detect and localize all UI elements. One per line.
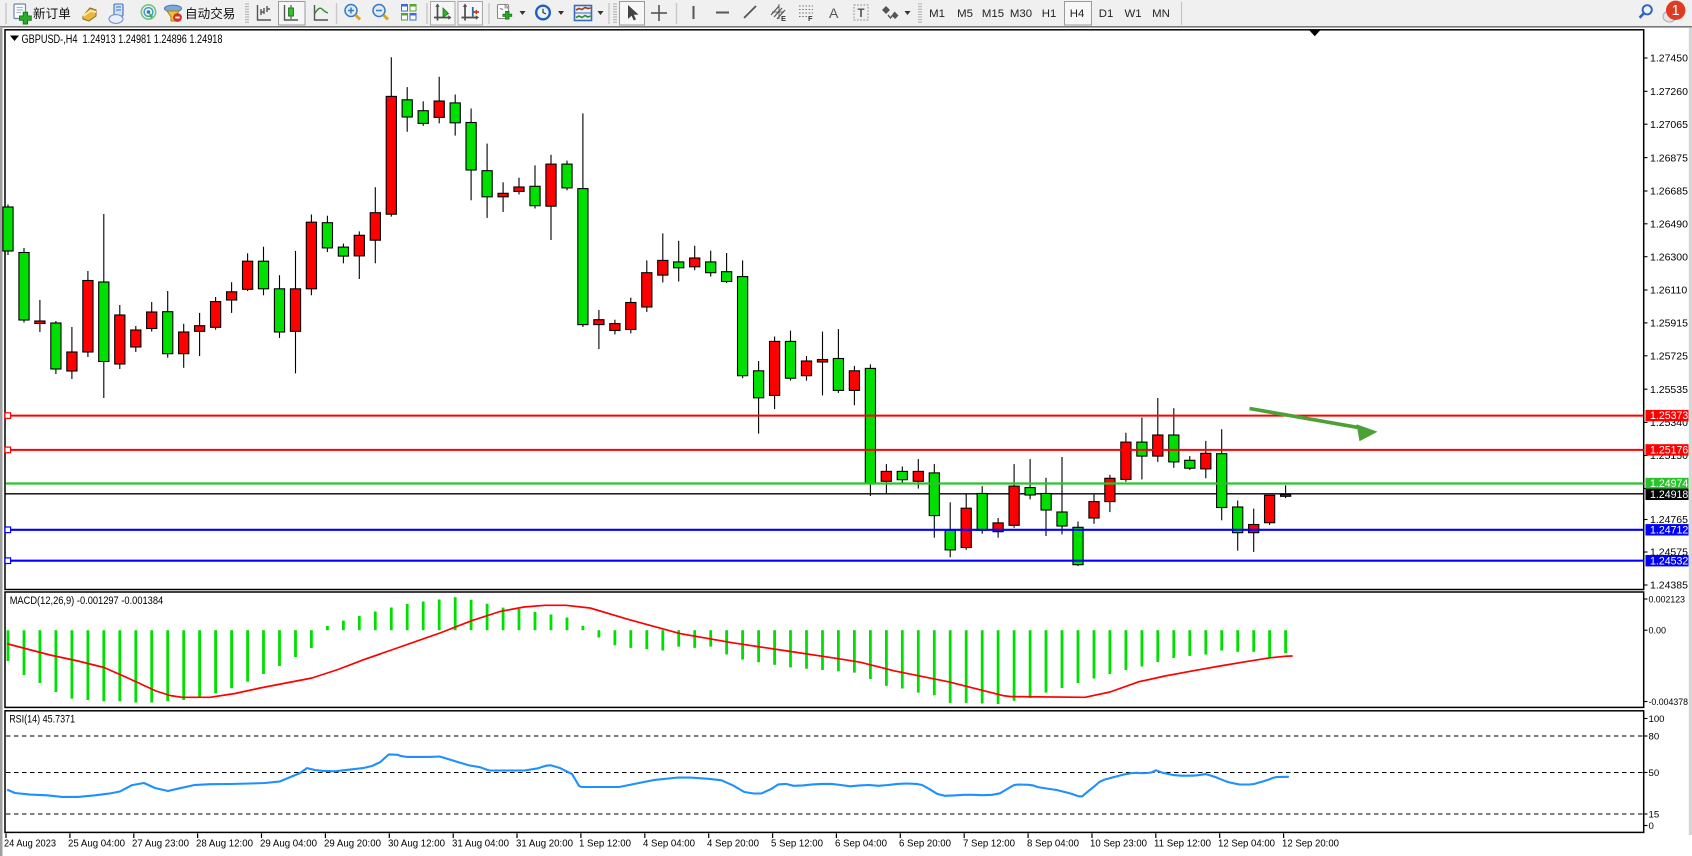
svg-text:6 Sep 20:00: 6 Sep 20:00 (899, 839, 951, 850)
svg-text:31 Aug 04:00: 31 Aug 04:00 (452, 839, 509, 850)
svg-text:1: 1 (1672, 3, 1680, 19)
svg-text:12 Sep 04:00: 12 Sep 04:00 (1218, 839, 1275, 850)
svg-text:1.26110: 1.26110 (1650, 285, 1687, 297)
svg-text:1.24918: 1.24918 (1650, 489, 1688, 501)
svg-text:31 Aug 20:00: 31 Aug 20:00 (516, 839, 573, 850)
svg-text:11 Sep 12:00: 11 Sep 12:00 (1154, 839, 1211, 850)
svg-text:M15: M15 (982, 8, 1004, 20)
svg-text:1.25725: 1.25725 (1650, 351, 1688, 363)
svg-text:1.24974: 1.24974 (1650, 478, 1688, 490)
svg-text:0.002123: 0.002123 (1649, 594, 1686, 605)
svg-text:GBPUSD-,H4 1.24913 1.24981 1.: GBPUSD-,H4 1.24913 1.24981 1.24896 1.249… (22, 32, 223, 46)
svg-text:1.25535: 1.25535 (1650, 384, 1688, 396)
svg-text:28 Aug 12:00: 28 Aug 12:00 (196, 839, 253, 850)
svg-text:24 Aug 2023: 24 Aug 2023 (4, 839, 56, 850)
svg-text:27 Aug 23:00: 27 Aug 23:00 (132, 839, 189, 850)
svg-text:29 Aug 20:00: 29 Aug 20:00 (324, 839, 381, 850)
svg-text:M30: M30 (1010, 8, 1032, 20)
svg-text:10 Sep 23:00: 10 Sep 23:00 (1090, 839, 1147, 850)
svg-text:1.24712: 1.24712 (1650, 524, 1688, 536)
svg-text:1.26875: 1.26875 (1650, 152, 1688, 164)
svg-text:4 Sep 04:00: 4 Sep 04:00 (643, 839, 695, 850)
svg-text:M5: M5 (957, 8, 973, 20)
svg-text:1.26685: 1.26685 (1650, 186, 1688, 198)
svg-text:1.24532: 1.24532 (1650, 555, 1688, 567)
svg-text:1.25373: 1.25373 (1650, 410, 1688, 422)
svg-text:D1: D1 (1099, 8, 1114, 20)
svg-text:M1: M1 (929, 8, 945, 20)
svg-text:1.27260: 1.27260 (1650, 86, 1688, 98)
svg-text:8 Sep 04:00: 8 Sep 04:00 (1027, 839, 1079, 850)
svg-text:-0.004378: -0.004378 (1649, 697, 1689, 708)
svg-text:E: E (781, 14, 786, 23)
svg-text:4 Sep 20:00: 4 Sep 20:00 (707, 839, 759, 850)
svg-text:15: 15 (1649, 809, 1660, 820)
svg-text:29 Aug 04:00: 29 Aug 04:00 (260, 839, 317, 850)
svg-text:50: 50 (1649, 768, 1660, 779)
svg-text:1.27065: 1.27065 (1650, 119, 1688, 131)
svg-text:25 Aug 04:00: 25 Aug 04:00 (68, 839, 125, 850)
svg-text:RSI(14) 45.7371: RSI(14) 45.7371 (9, 714, 75, 726)
svg-text:MACD(12,26,9) -0.001297 -0.001: MACD(12,26,9) -0.001297 -0.001384 (10, 595, 164, 607)
svg-text:0: 0 (1649, 821, 1654, 832)
svg-text:1.24385: 1.24385 (1650, 580, 1688, 592)
svg-text:1.27450: 1.27450 (1650, 53, 1688, 65)
svg-text:新订单: 新订单 (33, 6, 71, 21)
svg-text:F: F (808, 14, 813, 23)
svg-text:0.00: 0.00 (1649, 626, 1667, 637)
svg-text:100: 100 (1649, 714, 1665, 725)
svg-text:1.26490: 1.26490 (1650, 219, 1688, 231)
svg-text:80: 80 (1649, 731, 1660, 742)
svg-text:6 Sep 04:00: 6 Sep 04:00 (835, 839, 887, 850)
svg-text:H4: H4 (1070, 8, 1085, 20)
svg-text:A: A (829, 5, 839, 21)
svg-text:1.24765: 1.24765 (1650, 514, 1688, 526)
svg-text:自动交易: 自动交易 (185, 6, 235, 21)
svg-text:1.25915: 1.25915 (1650, 318, 1688, 330)
svg-text:H1: H1 (1042, 8, 1057, 20)
svg-text:T: T (858, 8, 865, 20)
svg-text:W1: W1 (1124, 8, 1141, 20)
svg-text:1 Sep 12:00: 1 Sep 12:00 (579, 839, 631, 850)
svg-text:5 Sep 12:00: 5 Sep 12:00 (771, 839, 823, 850)
svg-text:12 Sep 20:00: 12 Sep 20:00 (1282, 839, 1339, 850)
svg-text:1.26300: 1.26300 (1650, 251, 1688, 263)
svg-text:7 Sep 12:00: 7 Sep 12:00 (963, 839, 1015, 850)
svg-text:MN: MN (1152, 8, 1170, 20)
svg-text:30 Aug 12:00: 30 Aug 12:00 (388, 839, 445, 850)
svg-text:1.25176: 1.25176 (1650, 445, 1688, 457)
